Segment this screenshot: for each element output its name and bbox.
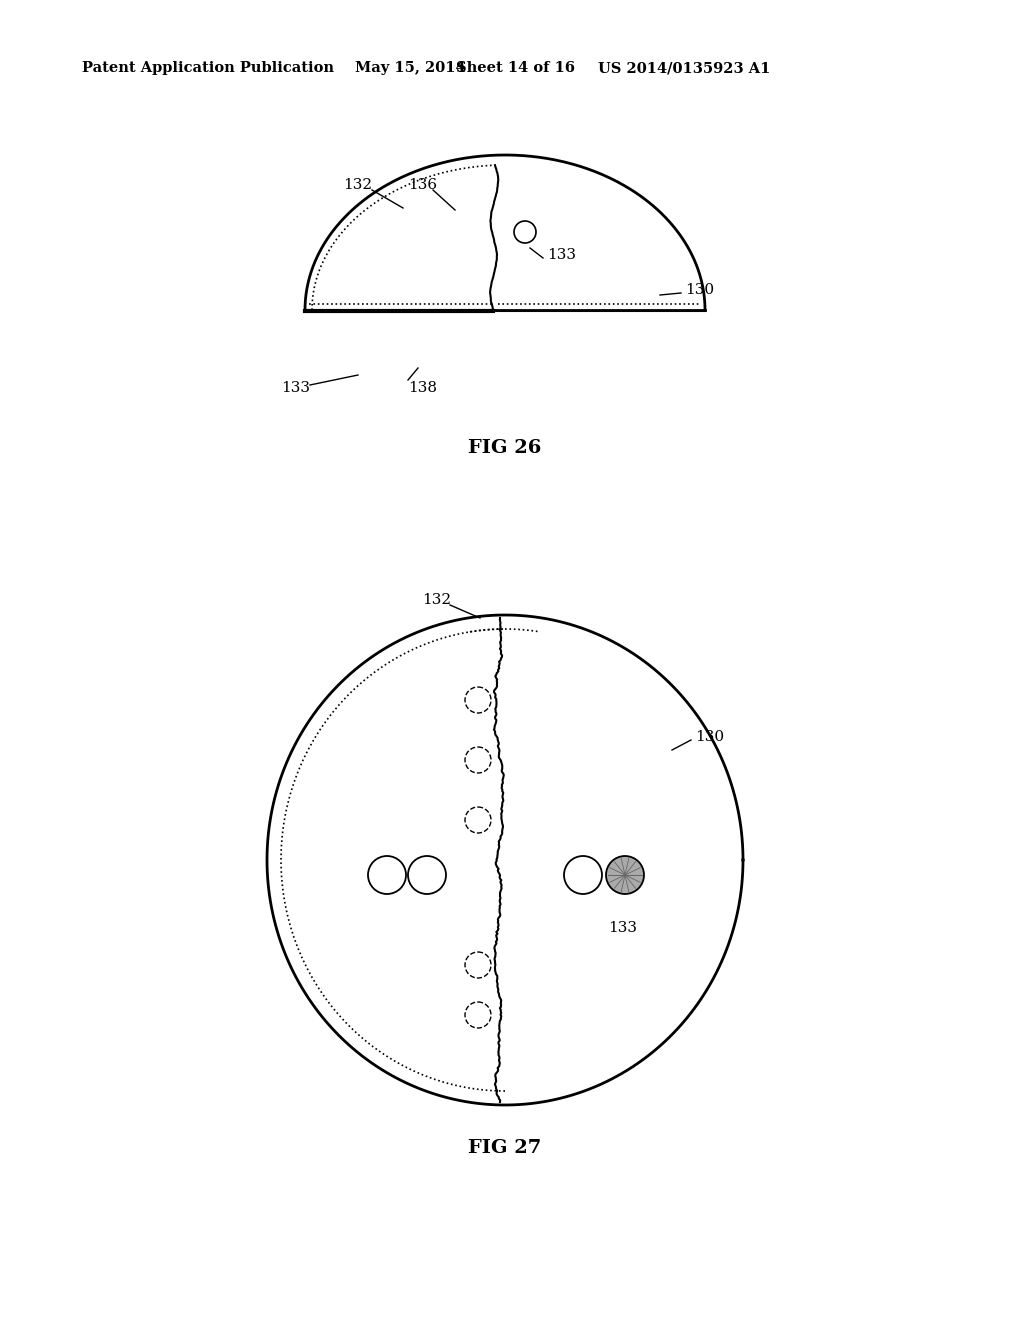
Text: 132: 132 — [423, 593, 452, 607]
Text: FIG 27: FIG 27 — [468, 1139, 542, 1158]
Text: Sheet 14 of 16: Sheet 14 of 16 — [456, 61, 575, 75]
Text: 130: 130 — [695, 730, 724, 744]
Text: Patent Application Publication: Patent Application Publication — [82, 61, 334, 75]
Text: 132: 132 — [343, 178, 373, 191]
Text: 130: 130 — [685, 282, 714, 297]
Circle shape — [606, 855, 644, 894]
Text: FIG 26: FIG 26 — [468, 440, 542, 457]
Text: 138: 138 — [408, 381, 437, 395]
Text: 133: 133 — [608, 921, 638, 935]
Text: US 2014/0135923 A1: US 2014/0135923 A1 — [598, 61, 770, 75]
Text: 133: 133 — [282, 381, 310, 395]
Text: 133: 133 — [547, 248, 575, 261]
Text: 136: 136 — [409, 178, 437, 191]
Text: May 15, 2014: May 15, 2014 — [355, 61, 466, 75]
